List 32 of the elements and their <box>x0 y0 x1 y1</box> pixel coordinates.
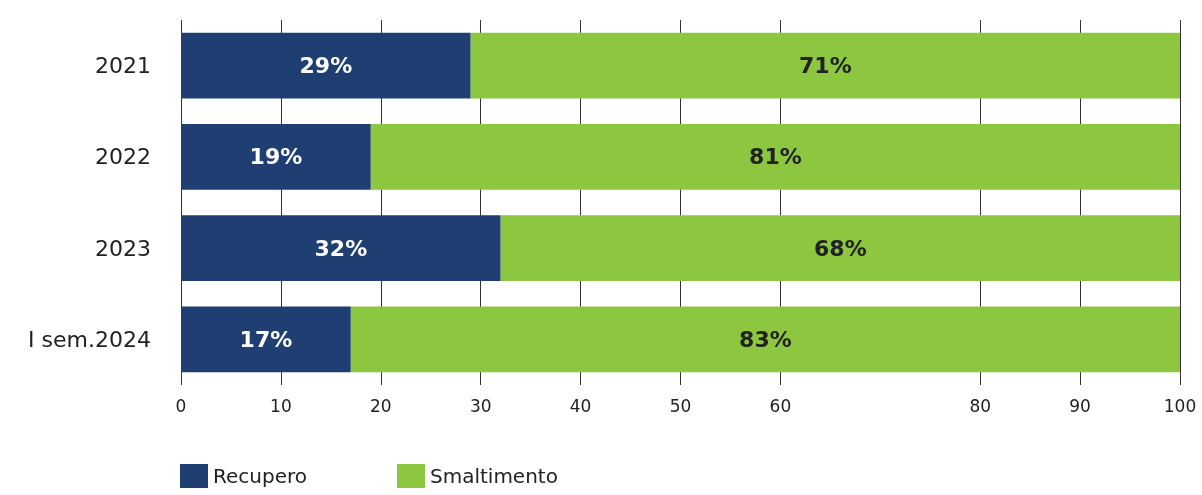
y-tick-label: 2022 <box>95 144 151 170</box>
bar <box>370 124 1180 190</box>
y-tick-label: I sem.2024 <box>28 326 151 352</box>
x-tick-label: 40 <box>569 395 592 416</box>
legend-label: Smaltimento <box>429 464 558 488</box>
bar <box>181 215 501 281</box>
x-tick-label: 90 <box>1069 395 1091 416</box>
data-label: 32% <box>314 235 368 261</box>
x-tick-label: 20 <box>369 395 392 416</box>
legend-label: Recupero <box>213 464 307 488</box>
x-tick-label: 80 <box>969 395 992 416</box>
x-tick-label: 100 <box>1163 395 1197 416</box>
bar <box>470 32 1180 99</box>
bar <box>181 124 371 190</box>
bar <box>500 215 1180 281</box>
data-label: 17% <box>239 326 293 352</box>
data-label: 29% <box>299 53 353 79</box>
y-tick-label: 2023 <box>95 235 151 261</box>
data-label: 19% <box>249 144 303 170</box>
x-tick-label: 60 <box>769 395 792 416</box>
y-tick-label: 2021 <box>95 53 151 79</box>
bar <box>181 32 471 99</box>
data-label: 71% <box>799 53 852 79</box>
data-label: 68% <box>814 235 867 261</box>
x-tick-label: 30 <box>469 395 492 416</box>
bar <box>350 306 1180 373</box>
x-tick-label: 10 <box>270 395 292 416</box>
x-tick-label: 0 <box>175 395 187 416</box>
bar <box>181 306 351 373</box>
x-tick-label: 50 <box>669 395 692 416</box>
data-label: 81% <box>749 144 802 170</box>
data-label: 83% <box>739 326 792 352</box>
